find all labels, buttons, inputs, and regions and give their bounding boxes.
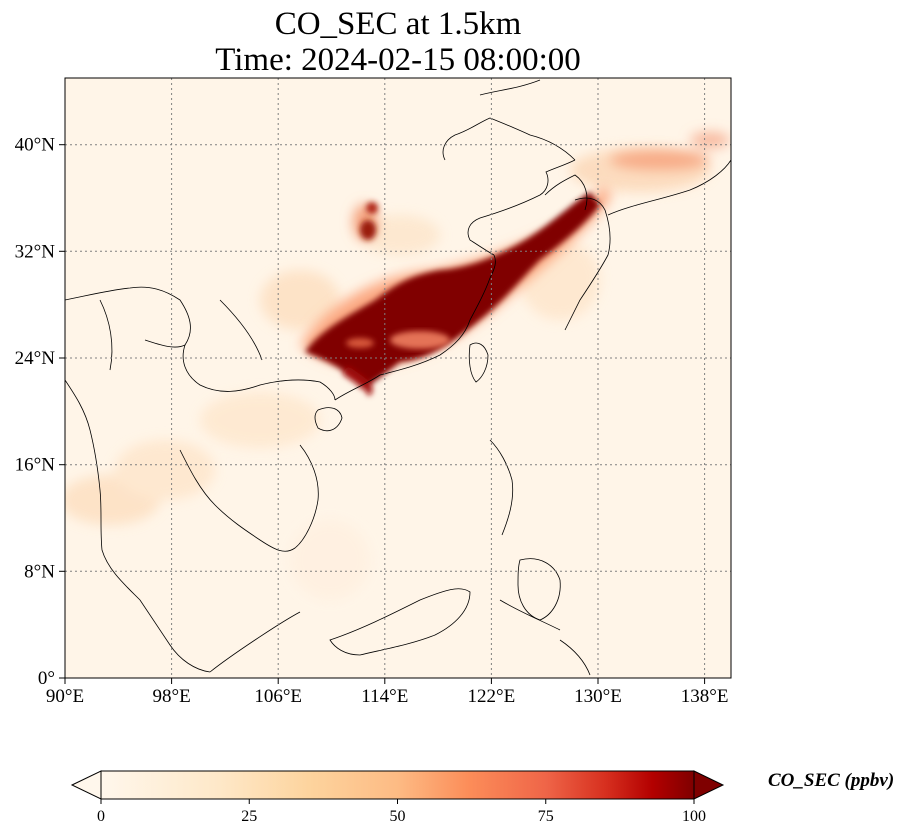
lat-tick-label: 8°N xyxy=(24,561,55,582)
colorbar-bar xyxy=(101,771,694,799)
axis-tick-marks xyxy=(59,144,706,684)
coastlines xyxy=(65,79,731,676)
lon-tick-label: 122°E xyxy=(468,686,516,707)
colorbar-tick-label: 100 xyxy=(682,808,706,825)
colorbar-tick-label: 50 xyxy=(390,808,406,825)
plot-title-line2: Time: 2024-02-15 08:00:00 xyxy=(215,42,581,78)
colorbar-tick-label: 0 xyxy=(97,808,105,825)
lon-tick-label: 138°E xyxy=(681,686,729,707)
lon-tick-label: 90°E xyxy=(46,686,84,707)
colorbar-tick-label: 25 xyxy=(241,808,257,825)
colorbar: 0 25 50 75 100 xyxy=(70,770,725,825)
plot-title-line1: CO_SEC at 1.5km xyxy=(274,6,522,42)
colorbar-extend-max xyxy=(693,770,725,800)
lat-tick-label: 24°N xyxy=(15,348,56,369)
lat-tick-label: 32°N xyxy=(15,241,56,262)
lon-tick-label: 114°E xyxy=(361,686,408,707)
lat-tick-label: 40°N xyxy=(15,135,56,156)
lat-tick-label: 0° xyxy=(38,668,55,689)
lat-tick-label: 16°N xyxy=(15,455,56,476)
concentration-field xyxy=(65,78,731,678)
lon-tick-label: 106°E xyxy=(254,686,302,707)
colorbar-label: CO_SEC (ppbv) xyxy=(768,770,895,791)
lon-tick-label: 98°E xyxy=(152,686,190,707)
colorbar-tick-label: 75 xyxy=(538,808,554,825)
gridlines xyxy=(65,78,731,678)
map-frame xyxy=(64,77,732,679)
colorbar-extend-min xyxy=(70,770,102,800)
lon-tick-label: 130°E xyxy=(574,686,622,707)
